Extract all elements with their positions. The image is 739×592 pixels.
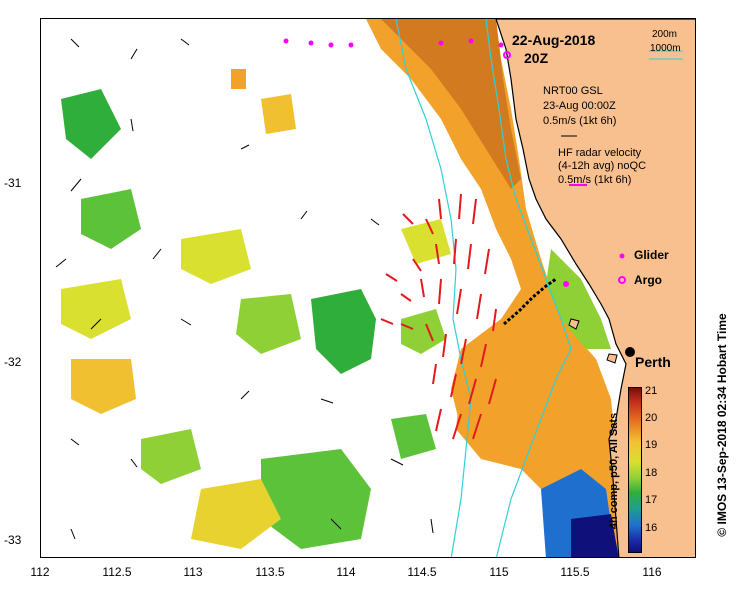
cbar-tick-17: 17 xyxy=(645,494,658,506)
map-date: 22-Aug-2018 xyxy=(512,32,596,48)
temperature-colorbar xyxy=(628,387,642,553)
x-tick-112.5: 112.5 xyxy=(102,565,132,579)
glider-track xyxy=(503,277,557,326)
legend-nrt-date: 23-Aug 00:00Z xyxy=(543,100,616,112)
isobath-200m xyxy=(485,19,572,557)
x-tick-115.5: 115.5 xyxy=(560,565,590,579)
x-tick-113.5: 113.5 xyxy=(255,565,285,579)
legend-hf-scale: 0.5m/s (1kt 6h) xyxy=(558,174,632,186)
sst-west-yellow xyxy=(61,279,131,339)
coast-islands xyxy=(568,318,618,364)
perth-marker xyxy=(625,347,635,357)
cbar-tick-20: 20 xyxy=(645,412,658,424)
sst-south-yellow xyxy=(191,479,281,549)
argo-legend-marker xyxy=(618,276,626,284)
sst-central-green xyxy=(311,289,376,374)
isobath-1000m xyxy=(395,19,472,557)
sst-west-green-2 xyxy=(81,189,141,249)
x-tick-114: 114 xyxy=(336,565,356,579)
sst-west-orange xyxy=(71,359,136,414)
sst-small-green-2 xyxy=(391,414,436,459)
sst-shelf-cool xyxy=(546,249,611,349)
hf-radar-arrows xyxy=(380,193,497,440)
legend-hf-title: HF radar velocity xyxy=(558,147,642,159)
sst-west-green-3 xyxy=(141,429,201,484)
sst-south-deep-cold xyxy=(571,514,619,557)
sst-map xyxy=(55,19,695,557)
x-tick-113: 113 xyxy=(183,565,203,579)
x-tick-112: 112 xyxy=(30,565,50,579)
map-panel[interactable] xyxy=(40,18,696,558)
model-arrows xyxy=(55,38,434,540)
glider-markers-north xyxy=(283,38,511,59)
sst-north-orange-2 xyxy=(261,94,296,134)
sst-patches xyxy=(61,19,619,557)
sst-west-green-1 xyxy=(61,89,121,159)
legend-argo-label: Argo xyxy=(634,273,662,287)
y-tick--32: -32 xyxy=(4,355,22,369)
y-tick--33: -33 xyxy=(4,533,22,547)
cbar-tick-19: 19 xyxy=(645,439,658,451)
sst-southwest-green xyxy=(261,449,371,549)
city-label-perth: Perth xyxy=(635,354,671,370)
cbar-tick-16: 16 xyxy=(645,522,658,534)
sst-mid-green xyxy=(236,294,301,354)
legend-depth-1000: 1000m xyxy=(650,43,681,54)
sst-small-yellow xyxy=(401,219,451,264)
glider-legend-marker xyxy=(619,253,625,259)
legend-glider-label: Glider xyxy=(634,248,669,262)
legend-depth-200: 200m xyxy=(652,29,678,40)
argo-marker xyxy=(563,281,569,287)
sst-nearshore-hot xyxy=(381,19,521,189)
sst-small-green-1 xyxy=(401,309,446,354)
x-tick-114.5: 114.5 xyxy=(407,565,437,579)
legend-nrt-title: NRT00 GSL xyxy=(543,85,603,97)
sst-north-orange-1 xyxy=(231,69,246,89)
legend-nrt-scale: 0.5m/s (1kt 6h) xyxy=(543,115,617,127)
x-tick-115: 115 xyxy=(489,565,509,579)
sst-south-warm xyxy=(456,369,551,469)
cbar-tick-18: 18 xyxy=(645,467,658,479)
colorbar-caption: 4h comp, p50, All Sats xyxy=(608,412,620,530)
imos-credit: © IMOS 13-Sep-2018 02:34 Hobart Time xyxy=(715,313,729,537)
sst-coastal-warm-band xyxy=(366,19,619,557)
y-tick--31: -31 xyxy=(4,176,22,190)
legend-hf-subtitle: (4-12h avg) noQC xyxy=(558,160,647,172)
x-tick-116: 116 xyxy=(642,565,662,579)
sst-mid-yellow xyxy=(181,229,251,284)
map-time: 20Z xyxy=(524,50,549,66)
cbar-tick-21: 21 xyxy=(645,385,658,397)
land-mass xyxy=(495,19,695,557)
